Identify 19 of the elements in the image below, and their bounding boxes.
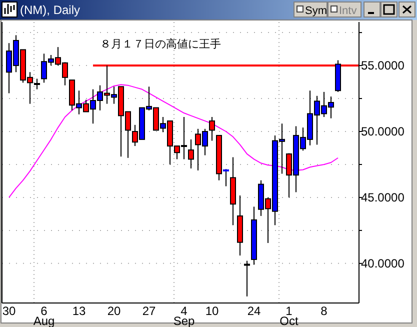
x-tick-label: 10: [205, 304, 219, 318]
x-tick-label: 8: [320, 304, 328, 318]
x-tick-label: 4: [180, 304, 188, 318]
x-tick-label: 27: [142, 304, 156, 318]
x-tick-label: 30: [2, 304, 16, 318]
y-tick-label: 40.0000: [361, 256, 405, 271]
chart-title: (NM), Daily: [20, 3, 80, 17]
y-tick-label: 50.0000: [361, 124, 405, 139]
y-tick-label: 55.0000: [361, 58, 405, 73]
candlestick: [244, 260, 250, 296]
x-tick-label: 6: [40, 304, 48, 318]
checkbox-button: Sym: [294, 2, 328, 18]
y-tick-label: 45.0000: [361, 190, 405, 205]
x-tick-label: 20: [107, 304, 121, 318]
x-tick-label: 24: [247, 304, 261, 318]
checkbox-button: Intv: [328, 2, 362, 18]
x-tick-label: 13: [72, 304, 86, 318]
line-series: [8, 84, 338, 198]
ref-line-label: ８月１７日の高値に王手: [100, 38, 221, 51]
